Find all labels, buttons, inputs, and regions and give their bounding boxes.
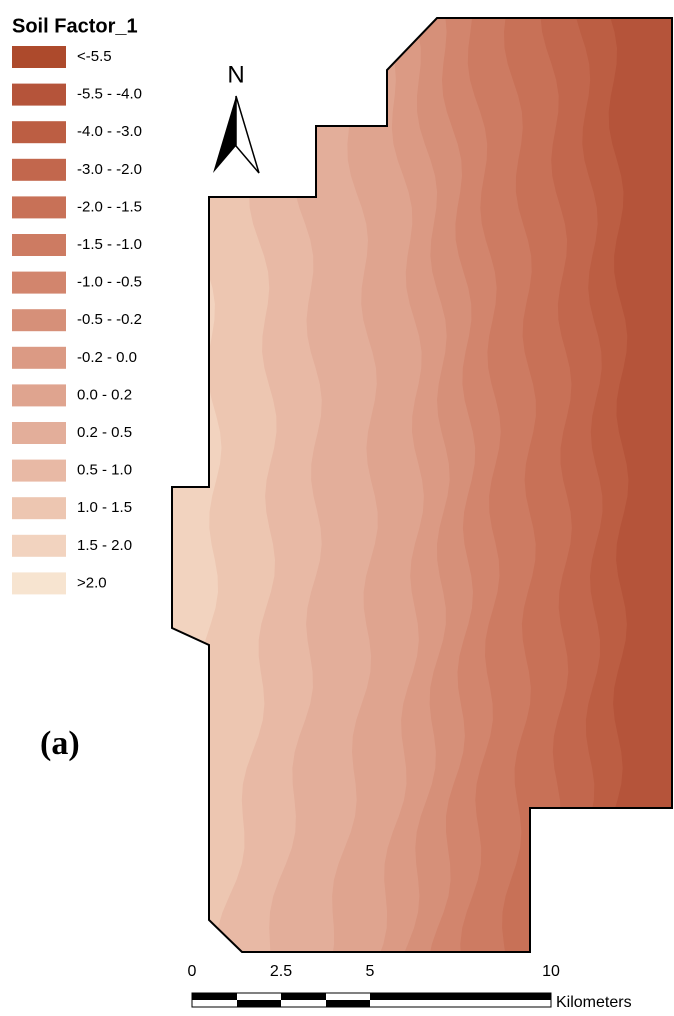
scale-unit: Kilometers bbox=[556, 994, 632, 1011]
legend-swatch bbox=[12, 497, 66, 520]
study-area-outline bbox=[171, 17, 673, 953]
legend-label: 0.2 - 0.5 bbox=[77, 424, 132, 441]
legend-swatch bbox=[12, 271, 66, 294]
scale-tick-label: 5 bbox=[366, 963, 375, 980]
legend-label: <-5.5 bbox=[77, 48, 112, 65]
legend-swatch bbox=[12, 158, 66, 181]
legend-title: Soil Factor_1 bbox=[12, 15, 138, 37]
north-label: N bbox=[227, 61, 244, 88]
scale-tick-label: 2.5 bbox=[270, 963, 292, 980]
legend-swatch bbox=[12, 534, 66, 557]
legend-swatch bbox=[12, 346, 66, 369]
legend-label: 0.0 - 0.2 bbox=[77, 386, 132, 403]
legend-label: -1.0 - -0.5 bbox=[77, 274, 142, 291]
soil-class-region bbox=[598, 18, 672, 952]
north-arrow: N bbox=[213, 61, 260, 174]
legend-swatch bbox=[12, 384, 66, 407]
scale-tick-label: 10 bbox=[542, 963, 560, 980]
scale-tick-label: 0 bbox=[188, 963, 197, 980]
legend-swatch bbox=[12, 121, 66, 144]
legend-swatch bbox=[12, 46, 66, 68]
legend-label: 1.5 - 2.0 bbox=[77, 537, 132, 554]
legend-swatch bbox=[12, 459, 66, 482]
legend-swatch bbox=[12, 234, 66, 256]
panel-label: (a) bbox=[40, 725, 80, 762]
legend-swatch bbox=[12, 83, 66, 106]
legend-swatch bbox=[12, 309, 66, 332]
legend-label: -3.0 - -2.0 bbox=[77, 161, 142, 178]
legend-label: -0.5 - -0.2 bbox=[77, 311, 142, 328]
legend-label: -5.5 - -4.0 bbox=[77, 86, 142, 103]
legend: <-5.5 -5.5 - -4.0 -4.0 - -3.0 -3.0 - -2.0 -2… bbox=[12, 46, 142, 595]
legend-swatch bbox=[12, 572, 66, 595]
legend-label: -4.0 - -3.0 bbox=[77, 123, 142, 140]
legend-label: 0.5 - 1.0 bbox=[77, 462, 132, 479]
scale-bar: 0 2.5 5 10 Kilometers bbox=[188, 963, 632, 1011]
legend-swatch bbox=[12, 422, 66, 444]
legend-label: -0.2 - 0.0 bbox=[77, 349, 137, 366]
legend-label: 1.0 - 1.5 bbox=[77, 499, 132, 516]
legend-label: -1.5 - -1.0 bbox=[77, 236, 142, 253]
legend-swatch bbox=[12, 196, 66, 219]
legend-label: >2.0 bbox=[77, 574, 107, 591]
legend-label: -2.0 - -1.5 bbox=[77, 198, 142, 215]
